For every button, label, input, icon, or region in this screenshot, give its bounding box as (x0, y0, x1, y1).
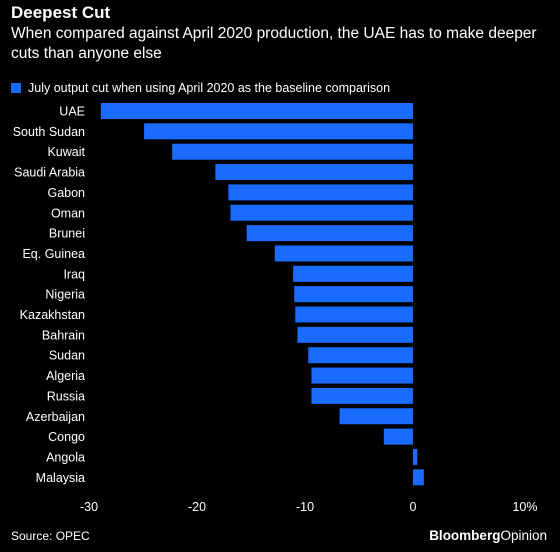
category-label: Gabon (47, 186, 85, 200)
category-label: Saudi Arabia (14, 166, 85, 180)
source-note: Source: OPEC (11, 529, 90, 543)
category-label: Kuwait (47, 145, 85, 159)
brand-regular: Opinion (500, 528, 547, 543)
category-label: Russia (47, 389, 85, 403)
bar-gabon (228, 184, 413, 201)
bar-russia (311, 387, 413, 404)
brand-logo: BloombergOpinion (429, 528, 547, 543)
x-tick-label: 0 (410, 500, 417, 514)
bar-south-sudan (144, 123, 413, 140)
category-label: Azerbaijan (26, 410, 85, 424)
bar-congo (383, 428, 413, 445)
bar-iraq (293, 265, 413, 282)
category-label: Congo (48, 430, 85, 444)
category-label: Kazakhstan (20, 308, 85, 322)
category-label: Nigeria (45, 288, 85, 302)
legend-label: July output cut when using April 2020 as… (28, 81, 391, 95)
bar-kuwait (172, 143, 413, 160)
category-label: UAE (59, 105, 85, 119)
category-label: Malaysia (36, 471, 85, 485)
bar-uae (100, 103, 413, 119)
x-tick-label: 10% (512, 500, 537, 514)
bar-kazakhstan (295, 306, 413, 323)
category-label: Oman (51, 206, 85, 220)
category-label: South Sudan (13, 125, 85, 139)
category-label: Bahrain (42, 328, 85, 342)
chart-title: Deepest Cut (11, 3, 111, 22)
category-label: Angola (46, 450, 85, 464)
chart-subtitle: When compared against April 2020 product… (11, 25, 537, 62)
bar-malaysia (413, 469, 424, 486)
bar-angola (413, 448, 418, 465)
bar-eq-guinea (274, 245, 413, 262)
category-label: Eq. Guinea (22, 247, 85, 261)
bar-bahrain (297, 326, 413, 343)
bar-brunei (246, 225, 413, 242)
legend-swatch (11, 83, 21, 93)
bar-saudi-arabia (215, 164, 413, 181)
category-label: Algeria (46, 369, 85, 383)
bar-azerbaijan (339, 408, 413, 425)
category-label: Iraq (63, 267, 85, 281)
x-tick-label: -10 (296, 500, 314, 514)
bar-algeria (311, 367, 413, 384)
legend: July output cut when using April 2020 as… (11, 81, 390, 95)
brand-bold: Bloomberg (429, 528, 501, 543)
x-tick-label: -30 (80, 500, 98, 514)
bar-nigeria (294, 286, 413, 303)
category-label: Brunei (49, 227, 85, 241)
bar-oman (230, 204, 413, 221)
x-tick-label: -20 (188, 500, 206, 514)
category-label: Sudan (49, 349, 85, 363)
bar-sudan (308, 347, 413, 364)
